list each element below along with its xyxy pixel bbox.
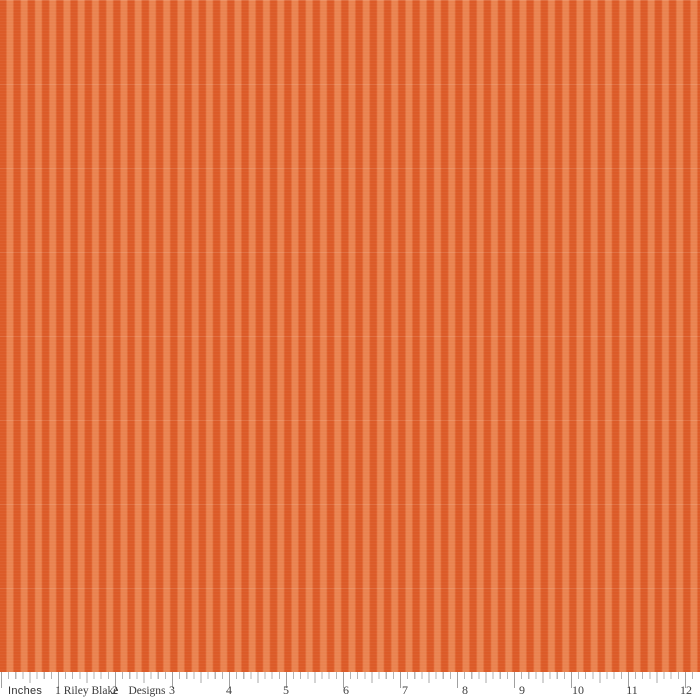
ruler-unit-label: Inches [8,685,43,697]
brand-text-designs: Designs [128,685,166,697]
ruler-number-1: 1 [55,683,61,697]
ruler-number-2: 2 [112,683,118,697]
ruler-number-8: 8 [462,683,468,697]
ruler-number-11: 11 [626,683,638,697]
brand-text-riley-blake: Riley Blake [63,685,119,697]
ruler-number-3: 3 [169,683,175,697]
inch-ruler: Inches Riley Blake Designs 1 2 3 4 5 6 7… [0,672,700,700]
ruler-number-10: 10 [572,683,584,697]
ruler-number-4: 4 [226,683,232,697]
ruler-number-7: 7 [402,683,408,697]
ruler-tick-marks [0,672,694,689]
ruler-number-6: 6 [343,683,349,697]
striped-fabric [0,0,700,672]
ruler-number-12: 12 [680,683,692,697]
ruler-number-5: 5 [283,683,289,697]
ruler-number-9: 9 [519,683,525,697]
